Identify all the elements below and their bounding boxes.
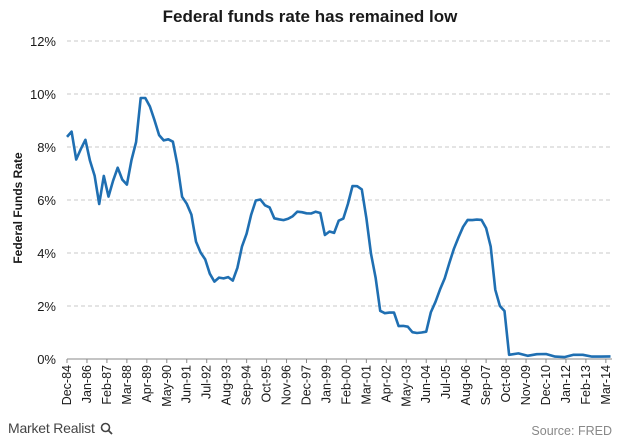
- x-tick-label: Feb-13: [579, 365, 593, 405]
- x-tick-label: Jul-92: [200, 365, 214, 399]
- y-axis-ticks: 0% 2% 4% 6% 8% 10% 12%: [30, 34, 56, 367]
- x-tick-label: Dec-84: [60, 365, 74, 405]
- x-tick-label: Feb-00: [339, 365, 353, 405]
- x-tick-label: Jan-86: [80, 365, 94, 403]
- x-tick-label: Jul-05: [439, 365, 453, 399]
- x-tick-label: Aug-93: [220, 365, 234, 405]
- x-tick-label: Mar-14: [599, 365, 613, 405]
- x-tick-label: Apr-89: [140, 365, 154, 403]
- source-note: Source: FRED: [531, 424, 612, 438]
- x-tick-label: Dec-97: [299, 365, 313, 405]
- gridlines: [67, 40, 612, 307]
- x-tick-label: Feb-87: [100, 365, 114, 405]
- y-tick-label: 4%: [37, 246, 56, 261]
- x-tick-label: Oct-08: [499, 365, 513, 403]
- x-tick-label: Sep-07: [479, 365, 493, 405]
- x-tick-label: May-03: [399, 365, 413, 407]
- x-tick-label: Jan-12: [559, 365, 573, 403]
- x-tick-label: Mar-01: [359, 365, 373, 405]
- y-tick-label: 2%: [37, 299, 56, 314]
- x-tick-label: Jun-91: [180, 365, 194, 403]
- y-axis-label: Federal Funds Rate: [11, 152, 25, 264]
- x-tick-label: Jun-04: [419, 365, 433, 403]
- series-line: [66, 96, 611, 359]
- x-tick-label: Nov-09: [519, 365, 533, 405]
- y-tick-label: 6%: [37, 193, 56, 208]
- x-tick-label: May-90: [160, 365, 174, 407]
- chart-title: Federal funds rate has remained low: [162, 7, 458, 26]
- x-tick-label: Dec-10: [539, 365, 553, 405]
- y-tick-label: 12%: [30, 34, 56, 49]
- brand-name: Market Realist: [8, 420, 95, 436]
- y-tick-label: 0%: [37, 352, 56, 367]
- x-tick-label: Nov-96: [280, 365, 294, 405]
- x-axis: Dec-84 Jan-86 Feb-87 Mar-88 Apr-89 May-90 Jun-…: [60, 358, 613, 407]
- x-tick-label: Sep-94: [240, 365, 254, 405]
- x-tick-label: Oct-95: [260, 365, 274, 403]
- y-tick-label: 10%: [30, 87, 56, 102]
- x-tick-label: Jan-99: [319, 365, 333, 403]
- brand-logo: Market Realist: [8, 420, 114, 436]
- x-tick-label: Mar-88: [120, 365, 134, 405]
- series-group: [66, 96, 611, 359]
- magnifier-icon: [101, 422, 114, 435]
- x-tick-label: Aug-06: [459, 365, 473, 405]
- y-tick-label: 8%: [37, 140, 56, 155]
- x-tick-label: Apr-02: [379, 365, 393, 403]
